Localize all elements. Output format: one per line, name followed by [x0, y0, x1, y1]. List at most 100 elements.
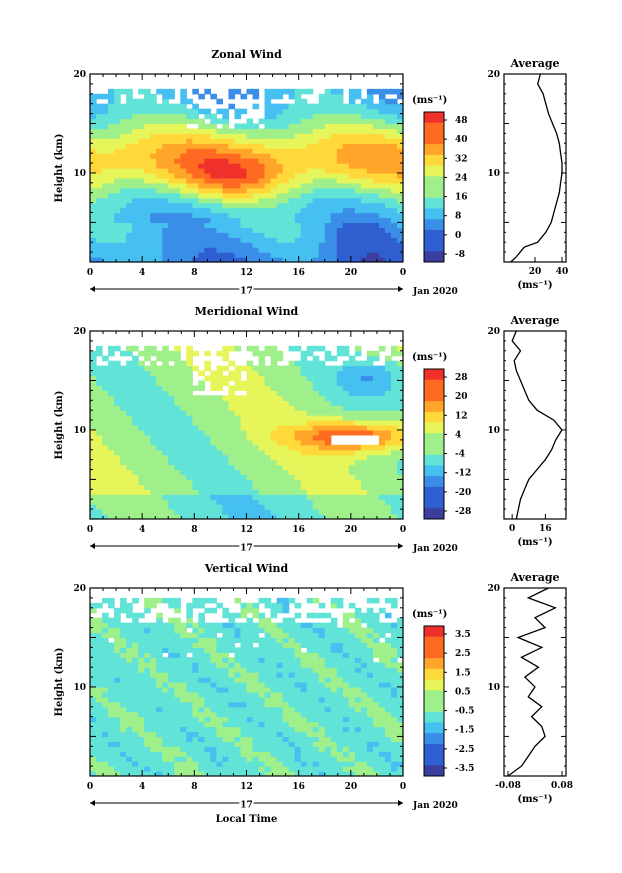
heatmap-cell [204, 667, 211, 673]
heatmap-cell [90, 355, 97, 362]
heatmap-cell [318, 429, 326, 436]
heatmap-cell [150, 637, 157, 644]
heatmap-cell [246, 706, 254, 713]
heatmap-cell [276, 504, 284, 510]
heatmap-cell [174, 128, 181, 134]
heatmap-cell [288, 454, 296, 461]
heatmap-cell [192, 153, 199, 159]
heatmap-cell [384, 499, 392, 505]
heatmap-cell [288, 642, 296, 648]
heatmap-cell [114, 766, 121, 772]
heatmap-cell [108, 212, 115, 219]
heatmap-cell [114, 103, 121, 110]
heatmap-cell [198, 212, 205, 219]
heatmap-cell [102, 143, 109, 149]
heatmap-cell [294, 143, 302, 149]
heatmap-cell [288, 202, 296, 209]
heatmap-cell [156, 153, 163, 159]
heatmap-cell [144, 148, 151, 154]
heatmap-cell [360, 444, 368, 451]
heatmap-cell [138, 400, 145, 406]
heatmap-cell [144, 474, 151, 481]
heatmap-cell [132, 686, 139, 693]
heatmap-cell [144, 103, 151, 110]
heatmap-cell [96, 439, 103, 446]
heatmap-cell [240, 514, 248, 519]
heatmap-cell [288, 128, 296, 134]
heatmap-cell [294, 247, 302, 253]
heatmap-cell [264, 454, 272, 461]
heatmap-cell [90, 642, 97, 648]
heatmap-cell [204, 148, 211, 154]
heatmap-cell [348, 138, 356, 144]
heatmap-cell [294, 410, 302, 416]
heatmap-cell [288, 153, 296, 159]
heatmap-cell [138, 662, 145, 668]
heatmap-cell [312, 247, 320, 253]
heatmap-cell [138, 642, 145, 648]
heatmap-cell [162, 642, 169, 648]
heatmap-cell [306, 138, 314, 144]
heatmap-cell [210, 138, 217, 144]
heatmap-cell [294, 429, 302, 436]
heatmap-cell [306, 108, 314, 115]
heatmap-cell [222, 350, 230, 357]
heatmap-cell [156, 182, 163, 189]
heatmap-cell [120, 158, 127, 164]
heatmap-cell [288, 158, 296, 164]
heatmap-cell [264, 400, 272, 406]
heatmap-cell [150, 400, 157, 406]
heatmap-cell [396, 459, 403, 466]
heatmap-cell [150, 454, 157, 461]
heatmap-cell [90, 425, 97, 431]
heatmap-cell [108, 385, 115, 391]
heatmap-cell [258, 133, 266, 139]
heatmap-cell [240, 652, 248, 658]
heatmap-cell [168, 627, 175, 634]
heatmap-cell [144, 158, 151, 164]
heatmap-cell [312, 380, 320, 387]
heatmap-cell [330, 395, 338, 401]
heatmap-cell [192, 222, 199, 228]
heatmap-cell [276, 627, 284, 634]
heatmap-cell [246, 474, 254, 481]
heatmap-cell [234, 751, 242, 757]
heatmap-cell [198, 761, 205, 767]
heatmap-cell [150, 642, 157, 648]
heatmap-cell [96, 642, 103, 648]
heatmap-cell [222, 726, 230, 733]
heatmap-cell [300, 153, 308, 159]
heatmap-cell [180, 622, 187, 629]
heatmap-cell [318, 449, 326, 456]
heatmap-cell [150, 721, 157, 728]
heatmap-cell [180, 459, 187, 466]
heatmap-cell [330, 163, 338, 169]
heatmap-cell [390, 88, 398, 95]
heatmap-cell [90, 375, 97, 382]
heatmap-cell [390, 158, 398, 164]
heatmap-cell [330, 444, 338, 451]
heatmap-cell [396, 425, 403, 431]
heatmap-cell [246, 252, 254, 258]
heatmap-cell [366, 454, 374, 461]
heatmap-cell [228, 662, 236, 668]
heatmap-cell [126, 128, 133, 134]
heatmap-cell [330, 217, 338, 224]
heatmap-cell [120, 771, 127, 776]
heatmap-cell [144, 682, 151, 688]
heatmap-cell [180, 429, 187, 436]
heatmap-cell [102, 711, 109, 718]
heatmap-cell [228, 756, 236, 762]
heatmap-cell [168, 197, 175, 204]
colorbar-swatch [424, 197, 444, 209]
heatmap-cell [348, 163, 356, 169]
heatmap-cell [384, 168, 392, 174]
heatmap-cell [306, 113, 314, 120]
heatmap-cell [168, 691, 175, 698]
heatmap-cell [150, 410, 157, 416]
heatmap-cell [144, 395, 151, 401]
heatmap-cell [258, 617, 266, 624]
heatmap-cell [270, 182, 278, 189]
heatmap-cell [186, 350, 193, 357]
heatmap-cell [240, 133, 248, 139]
